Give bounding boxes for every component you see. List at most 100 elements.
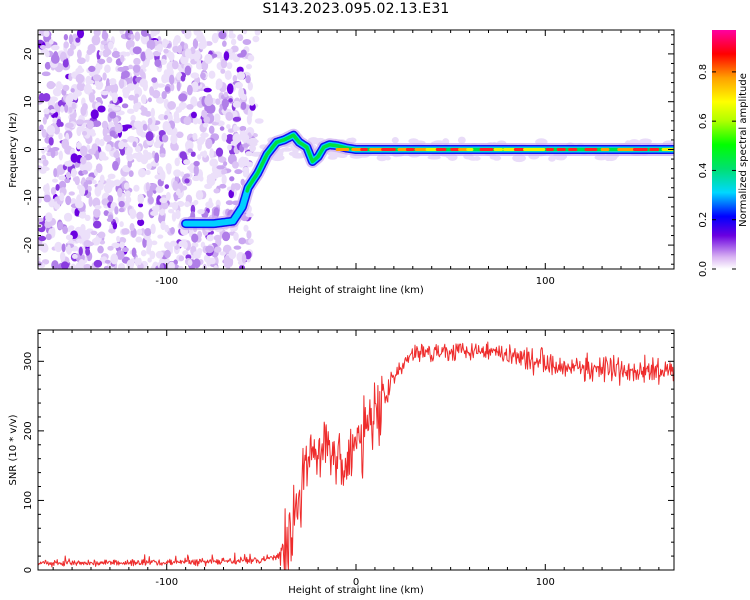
noise-speckle	[125, 190, 131, 198]
noise-speckle	[168, 208, 175, 214]
noise-speckle	[109, 130, 116, 137]
noise-speckle	[70, 88, 75, 93]
noise-speckle	[130, 114, 136, 122]
noise-speckle	[119, 241, 125, 249]
noise-speckle	[80, 105, 87, 116]
y-tick-label: 10	[23, 95, 34, 108]
noise-speckle	[121, 228, 130, 235]
noise-speckle	[107, 173, 116, 180]
noise-speckle	[128, 94, 136, 101]
noise-speckle	[164, 249, 171, 259]
noise-speckle	[75, 262, 82, 269]
noise-speckle	[190, 72, 200, 79]
noise-speckle	[221, 169, 228, 175]
noise-speckle	[225, 111, 234, 121]
snr-panel: -100 0 100 0 100 200 300 Height of straight li…	[8, 329, 675, 596]
noise-speckle	[41, 146, 49, 152]
noise-speckle	[42, 92, 51, 102]
noise-speckle	[202, 150, 208, 158]
noise-speckle	[127, 159, 132, 168]
noise-speckle	[48, 39, 54, 45]
noise-speckle	[61, 261, 69, 269]
noise-speckle	[175, 73, 181, 78]
noise-speckle	[118, 207, 125, 213]
noise-speckle	[248, 238, 254, 244]
noise-speckle	[196, 62, 204, 70]
noise-speckle	[71, 102, 76, 110]
noise-speckle	[206, 234, 214, 242]
noise-speckle	[105, 143, 112, 152]
noise-speckle	[171, 60, 179, 70]
snr-axes: -100 0 100 0 100 200 300	[23, 330, 674, 588]
noise-speckle	[210, 53, 218, 58]
noise-speckle	[126, 83, 136, 91]
noise-speckle	[121, 247, 129, 253]
noise-speckle	[103, 134, 112, 142]
noise-speckle	[104, 64, 111, 73]
noise-speckle	[75, 73, 85, 84]
noise-speckle	[140, 111, 149, 116]
noise-speckle	[200, 72, 206, 80]
noise-speckle	[155, 250, 164, 259]
noise-speckle	[147, 117, 153, 125]
noise-speckle	[146, 238, 153, 250]
noise-speckle	[156, 195, 162, 206]
snr-frame	[37, 329, 675, 571]
noise-speckle	[197, 31, 204, 40]
noise-speckle	[97, 245, 104, 254]
noise-speckle	[221, 174, 227, 185]
noise-speckle	[61, 243, 66, 253]
noise-speckle	[161, 91, 167, 100]
noise-speckle	[152, 30, 158, 37]
noise-speckle	[140, 30, 149, 37]
noise-speckle	[220, 68, 226, 74]
noise-speckle	[74, 200, 84, 209]
noise-speckle	[196, 138, 205, 146]
noise-speckle	[213, 264, 219, 269]
ridge-halo	[512, 154, 526, 163]
noise-speckle	[75, 37, 81, 43]
noise-speckle	[58, 150, 63, 161]
x-tick-label: -100	[155, 276, 178, 287]
noise-speckle	[64, 178, 71, 184]
ridge-halo	[457, 136, 466, 144]
colorbar-tick-label: 0.8	[698, 64, 709, 80]
noise-speckle	[164, 86, 171, 92]
noise-speckle	[95, 85, 103, 90]
y-tick-label: 20	[23, 48, 34, 61]
noise-speckle	[58, 175, 66, 181]
noise-speckle	[151, 206, 158, 212]
noise-speckle	[56, 118, 62, 128]
noise-speckle	[140, 154, 149, 165]
noise-speckle	[146, 163, 152, 170]
noise-speckle	[111, 242, 121, 249]
y-tick-label: -20	[23, 237, 34, 253]
noise-speckle	[131, 247, 137, 258]
x-tick-label: 0	[353, 577, 359, 588]
noise-speckle	[59, 251, 66, 262]
noise-speckle	[93, 208, 101, 218]
noise-speckle	[64, 103, 69, 113]
noise-speckle	[113, 151, 120, 159]
noise-speckle	[62, 225, 68, 235]
noise-speckle	[140, 33, 150, 45]
noise-speckle	[126, 146, 133, 155]
noise-speckle	[68, 106, 73, 113]
noise-speckle	[68, 34, 73, 45]
noise-speckle	[149, 183, 158, 191]
noise-speckle	[193, 254, 201, 260]
noise-speckle	[46, 125, 56, 136]
noise-speckle	[237, 34, 244, 42]
noise-speckle	[135, 236, 143, 243]
y-tick-label: -10	[23, 189, 34, 205]
y-tick-label: 0	[23, 146, 34, 152]
noise-speckle	[93, 30, 101, 37]
noise-speckle	[165, 191, 171, 201]
noise-speckle	[53, 50, 59, 61]
noise-speckle	[201, 39, 208, 49]
noise-speckle	[104, 259, 111, 264]
noise-speckle	[213, 207, 220, 218]
noise-speckle	[119, 30, 125, 35]
noise-speckle	[247, 54, 255, 62]
